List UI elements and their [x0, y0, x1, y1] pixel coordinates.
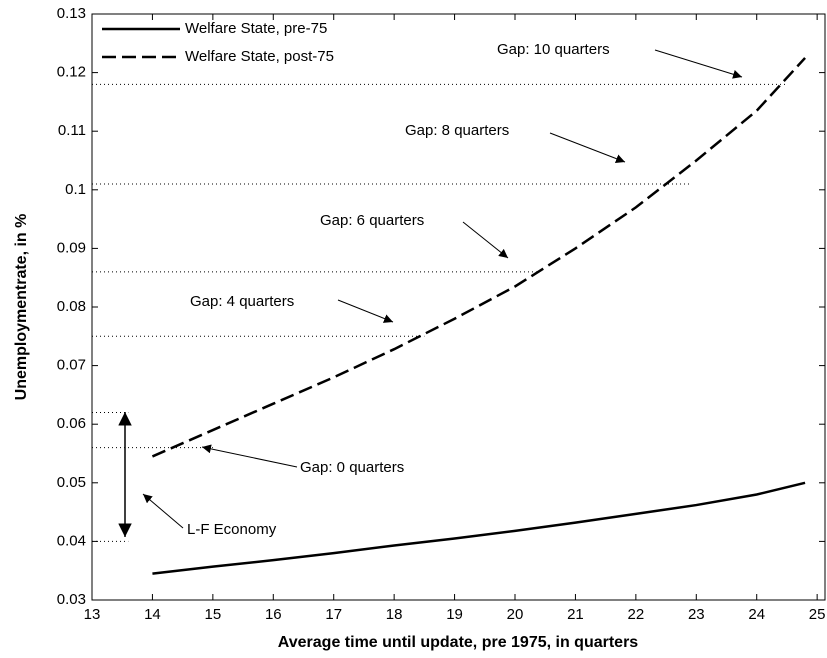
y-tick-label: 0.09: [57, 239, 86, 256]
series-line: [152, 481, 806, 575]
annotation: L-F Economy: [187, 521, 277, 538]
legend-label: Welfare State, pre-75: [185, 20, 327, 37]
legend-label: Welfare State, post-75: [185, 48, 334, 65]
annotation: Gap: 6 quarters: [320, 212, 424, 229]
annotation-arrow: [142, 493, 184, 529]
annotation: Gap: 8 quarters: [405, 122, 509, 139]
y-tick-label: 0.07: [57, 357, 86, 374]
y-tick-label: 0.06: [57, 415, 86, 432]
x-tick-label: 17: [325, 606, 342, 623]
x-tick-label: 20: [507, 606, 524, 623]
annotation-arrow: [549, 132, 626, 163]
x-tick-label: 16: [265, 606, 282, 623]
y-tick-label: 0.05: [57, 474, 86, 491]
x-axis-label: Average time until update, pre 1975, in …: [278, 634, 639, 651]
annotation: Gap: 10 quarters: [497, 41, 610, 58]
x-tick-label: 15: [205, 606, 222, 623]
annotation: Gap: 4 quarters: [190, 293, 294, 310]
annotation-arrow: [654, 49, 743, 79]
annotation-arrow: [337, 299, 394, 323]
annotation-arrow: [462, 221, 509, 259]
x-tick-label: 18: [386, 606, 403, 623]
y-axis-label: Unemploymentrate, in %: [13, 214, 30, 401]
y-tick-label: 0.03: [57, 591, 86, 608]
x-tick-label: 21: [567, 606, 584, 623]
x-tick-label: 23: [688, 606, 705, 623]
x-tick-label: 25: [809, 606, 826, 623]
plot-frame: [91, 13, 826, 601]
y-tick-label: 0.04: [57, 532, 86, 549]
y-tick-label: 0.11: [58, 122, 86, 139]
y-tick-label: 0.1: [65, 181, 86, 198]
x-tick-label: 19: [446, 606, 463, 623]
x-tick-label: 13: [84, 606, 101, 623]
x-tick-label: 14: [144, 606, 161, 623]
annotation-arrow: [201, 444, 298, 468]
x-tick-label: 24: [748, 606, 765, 623]
y-tick-label: 0.12: [57, 64, 86, 81]
y-tick-label: 0.13: [57, 5, 86, 22]
series-line: [151, 57, 806, 458]
y-tick-label: 0.08: [57, 298, 86, 315]
x-tick-label: 22: [628, 606, 645, 623]
annotation: Gap: 0 quarters: [300, 459, 404, 476]
